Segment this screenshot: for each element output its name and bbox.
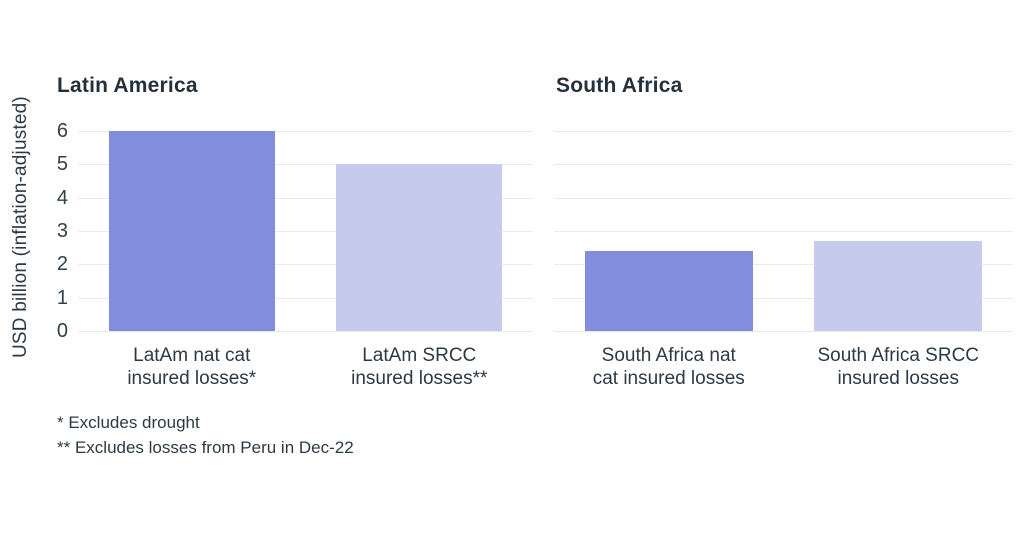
gridline-y5	[554, 164, 1013, 166]
x-category-label-line: cat insured losses	[592, 368, 745, 389]
panel-title-latin-america: Latin America	[57, 74, 198, 97]
gridline-y4	[78, 197, 533, 199]
y-axis-label: USD billion (inflation-adjusted)	[10, 96, 31, 358]
y-tick-label-4: 4	[56, 186, 68, 209]
footnote-excludes-peru: ** Excludes losses from Peru in Dec-22	[57, 438, 354, 457]
gridline-y0	[78, 331, 533, 332]
bar-south-africa-nat-cat-insured-losses	[584, 251, 753, 331]
panel-title-south-africa: South Africa	[556, 74, 683, 97]
gridline-y5	[78, 164, 533, 166]
plot-area-south-africa	[554, 131, 1013, 332]
x-category-label-latam-srcc-insured-losses: LatAm SRCC insured losses**	[289, 344, 549, 390]
x-category-label-line: South Africa nat	[601, 345, 736, 366]
gridline-y0	[554, 331, 1013, 332]
y-tick-label-2: 2	[56, 253, 68, 276]
x-category-label-line: insured losses*	[127, 368, 257, 389]
plot-area-latin-america	[78, 131, 533, 332]
bar-latam-nat-cat-insured-losses	[108, 131, 275, 331]
x-category-label-south-africa-srcc-insured-losses: South Africa SRCC insured losses	[768, 344, 1024, 390]
gridline-y2	[554, 264, 1013, 266]
gridline-y6	[554, 131, 1013, 132]
y-tick-label-5: 5	[56, 153, 68, 176]
footnotes: * Excludes drought ** Excludes losses fr…	[57, 410, 354, 460]
gridline-y4	[554, 197, 1013, 199]
gridline-y2	[78, 264, 533, 266]
bar-south-africa-srcc-insured-losses	[814, 241, 982, 331]
gridline-y1	[78, 297, 533, 299]
bar-latam-srcc-insured-losses	[336, 164, 503, 331]
y-tick-label-1: 1	[56, 286, 68, 309]
y-tick-label-3: 3	[56, 220, 68, 242]
y-tick-label-0: 0	[56, 320, 68, 342]
x-category-label-line: insured losses**	[351, 368, 488, 389]
x-category-label-line: LatAm nat cat	[133, 345, 251, 366]
gridline-y3	[78, 231, 533, 232]
gridline-y1	[554, 297, 1013, 299]
x-category-label-line: LatAm SRCC	[362, 345, 477, 366]
y-tick-label-6: 6	[56, 120, 68, 142]
x-category-label-line: insured losses	[837, 368, 959, 389]
x-category-label-south-africa-nat-cat-insured-losses: South Africa nat cat insured losses	[539, 344, 799, 390]
x-category-label-line: South Africa SRCC	[817, 345, 980, 366]
gridline-y6	[78, 131, 533, 132]
gridline-y3	[554, 231, 1013, 232]
footnote-excludes-drought: * Excludes drought	[57, 413, 200, 432]
x-category-label-latam-nat-cat-insured-losses: LatAm nat cat insured losses*	[62, 344, 322, 390]
